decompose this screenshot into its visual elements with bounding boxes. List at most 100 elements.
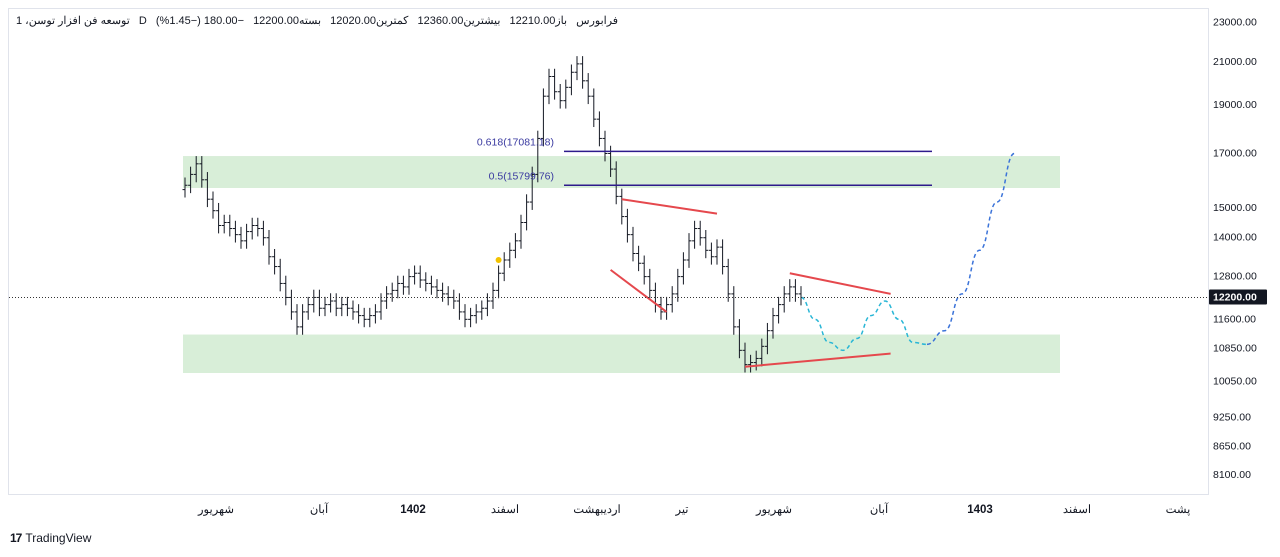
ohlc-bar: [568, 64, 574, 96]
y-tick-label: 9250.00: [1213, 412, 1251, 424]
tradingview-logo-text: TradingView: [25, 531, 92, 545]
ohlc-bar: [266, 229, 272, 265]
ohlc-bar: [182, 177, 188, 198]
ohlc-bar: [759, 338, 765, 367]
ohlc-bar: [255, 217, 261, 237]
ohlc-bar: [546, 68, 552, 105]
ohlc-bar: [294, 304, 300, 335]
fib-label-1: 0.5(15799.76): [489, 170, 554, 182]
x-tick-label: 1403: [967, 504, 993, 516]
ohlc-bar: [563, 79, 569, 109]
ohlc-bar: [585, 73, 591, 105]
ohlc-bar: [445, 286, 451, 306]
projection-blue: [926, 152, 1015, 346]
time-axis[interactable]: شهریور آبان 1402 اسفند اردیبهشت تیر شهریور آبان…: [8, 495, 1209, 525]
trend-line-1: [609, 269, 668, 313]
ohlc-bar: [316, 289, 322, 317]
projection-cyan: [800, 296, 928, 352]
ohlc-bar: [770, 307, 776, 339]
ohlc-bar: [479, 300, 485, 320]
legend-timeframe: D: [138, 15, 147, 27]
ohlc-bar: [602, 130, 608, 162]
ohlc-bar: [675, 268, 681, 302]
ohlc-bar: [798, 286, 804, 306]
ohlc-bar: [708, 242, 714, 265]
x-tick-label: 1402: [400, 504, 426, 516]
ohlc-bar: [664, 296, 670, 320]
y-tick-label: 23000.00: [1213, 16, 1257, 28]
ohlc-bar: [311, 289, 317, 313]
ohlc-bar: [692, 220, 698, 249]
legend-header: توسعه فن افزار توسن، 1 D فرابورس باز1221…: [16, 14, 656, 30]
plot-svg[interactable]: 0.618(17081.18) 0.5(15799.76): [9, 9, 1208, 494]
ohlc-bar: [339, 296, 345, 317]
y-tick-label: 11600.00: [1213, 313, 1256, 325]
x-tick-label: شهریور: [755, 504, 792, 516]
ohlc-bar: [669, 286, 675, 313]
ohlc-bar: [484, 293, 490, 317]
ohlc-bar: [283, 275, 289, 306]
x-tick-label: تیر: [674, 504, 688, 516]
y-tick-label: 8100.00: [1213, 469, 1251, 481]
ohlc-bar: [540, 88, 546, 147]
ohlc-bar: [199, 156, 205, 188]
legend-exchange: فرابورس: [576, 15, 619, 27]
ohlc-bar: [322, 296, 328, 317]
ohlc-bar: [641, 255, 647, 285]
y-tick-label: 10850.00: [1213, 342, 1257, 354]
ohlc-bar: [344, 296, 350, 317]
ohlc-bar: [367, 307, 373, 328]
ohlc-bar: [462, 304, 468, 328]
ohlc-bar: [703, 229, 709, 259]
ohlc-bar: [361, 307, 367, 328]
ohlc-bar: [238, 226, 244, 249]
trend-line-3: [744, 352, 891, 368]
ohlc-bar: [389, 282, 395, 302]
y-tick-label: 14000.00: [1213, 232, 1257, 244]
ohlc-bar: [204, 172, 210, 208]
legend-symbol: توسعه فن افزار توسن، 1: [16, 15, 130, 27]
ohlc-bar: [742, 342, 748, 373]
ohlc-bar: [507, 242, 513, 268]
ohlc-bar: [473, 304, 479, 324]
ohlc-bar: [300, 304, 306, 335]
ohlc-bar: [619, 188, 625, 225]
ohlc-bar: [428, 275, 434, 295]
ohlc-bar: [468, 307, 474, 328]
ohlc-bar: [244, 223, 250, 249]
ohlc-bar: [193, 156, 199, 183]
ohlc-bar: [725, 258, 731, 302]
ohlc-bar: [636, 245, 642, 272]
legend-change: −180.00 (−1.45%): [155, 15, 244, 27]
ohlc-bar: [490, 282, 496, 309]
ohlc-bar: [249, 217, 255, 240]
ohlc-bar: [372, 304, 378, 324]
ohlc-bar: [423, 272, 429, 292]
zone-1: [183, 334, 1060, 374]
price-axis[interactable]: 23000.00 21000.00 19000.00 17000.00 15000.00…: [1209, 8, 1272, 495]
ohlc-bar: [216, 202, 222, 234]
tradingview-logo[interactable]: 17 TradingView: [10, 531, 91, 545]
legend-open: باز12210.00: [509, 15, 568, 27]
ohlc-bar: [188, 166, 194, 194]
ohlc-bar: [776, 296, 782, 324]
y-tick-label: 8650.00: [1213, 441, 1251, 453]
legend-low: کمترین12020.00: [330, 15, 409, 27]
y-tick-label: 12800.00: [1213, 271, 1257, 283]
ohlc-bar: [596, 111, 602, 147]
ohlc-bar: [624, 208, 630, 243]
ohlc-bar: [748, 354, 754, 373]
ohlc-bar: [557, 83, 563, 109]
ohlc-bar: [434, 279, 440, 299]
ohlc-bar: [781, 286, 787, 313]
trend-line-0: [621, 198, 718, 215]
chart-area[interactable]: 0.618(17081.18) 0.5(15799.76): [8, 8, 1209, 495]
ohlc-bar: [333, 293, 339, 317]
x-tick-label: آبان: [310, 501, 329, 516]
ohlc-bar: [787, 279, 793, 302]
ohlc-bar: [535, 130, 541, 183]
ohlc-bar: [647, 268, 653, 299]
ohlc-bar: [272, 248, 278, 275]
ohlc-bar: [277, 258, 283, 292]
x-tick-label: اسفند: [1063, 503, 1091, 516]
